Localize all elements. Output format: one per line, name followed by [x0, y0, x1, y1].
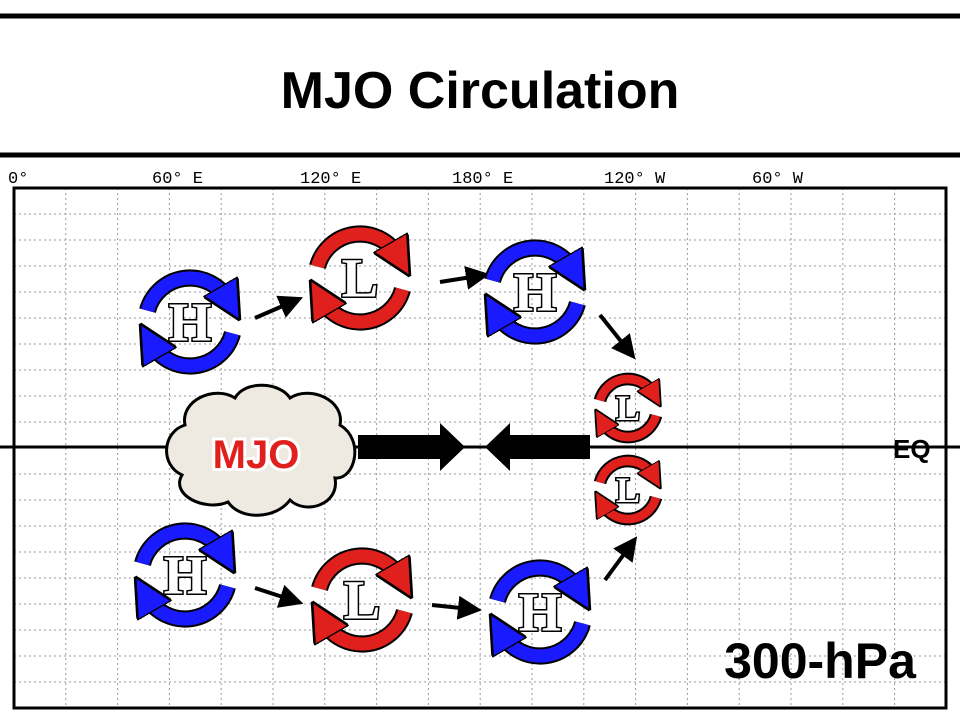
circulation-arc	[595, 374, 653, 400]
circulation-arc	[141, 271, 228, 311]
block-arrow-east	[358, 423, 465, 471]
arrow	[254, 584, 304, 608]
circulation-arc	[147, 586, 234, 626]
longitude-label: 120° E	[300, 170, 361, 189]
longitude-label: 60° W	[752, 170, 804, 189]
circulation-arc	[497, 303, 584, 343]
longitude-label: 180° E	[452, 170, 513, 189]
system-label: H	[514, 261, 557, 322]
system-label: H	[519, 581, 562, 642]
circulation-arc	[486, 241, 573, 281]
system-label: L	[342, 247, 379, 308]
arrow	[439, 266, 490, 290]
arrows	[254, 266, 638, 620]
circulation-arc	[136, 524, 223, 564]
arrow	[598, 313, 636, 360]
cloud-label: MJO	[213, 433, 300, 477]
circulation-arc	[313, 549, 400, 589]
longitude-labels: 0° 60° E 120° E 180° E 120° W 60° W	[8, 170, 804, 189]
circulation-arc	[322, 289, 409, 329]
arrow	[254, 295, 304, 320]
equator-label: EQ	[893, 434, 931, 464]
mjo-cloud: MJO	[165, 383, 357, 517]
circulation-arc	[502, 623, 589, 663]
system-label: H	[169, 291, 212, 352]
circulation-arc	[595, 456, 653, 482]
circulation-arc	[152, 333, 239, 373]
circulations: H L H L L H L H	[136, 225, 663, 665]
arrow	[431, 595, 482, 620]
circulation-arc	[324, 611, 411, 651]
circulation-arc	[491, 561, 578, 601]
system-label: L	[616, 388, 640, 428]
circulation-arc	[603, 498, 661, 524]
longitude-label: 60° E	[152, 170, 203, 189]
cloud-shape	[165, 383, 357, 517]
system-label: H	[164, 544, 207, 605]
longitude-label: 0°	[8, 170, 28, 189]
block-arrow-west	[485, 423, 590, 471]
longitude-label: 120° W	[604, 170, 666, 189]
circulation-arc	[603, 416, 661, 442]
level-label: 300-hPa	[724, 633, 917, 689]
title: MJO Circulation	[281, 62, 680, 120]
arrow	[603, 536, 638, 582]
system-label: L	[616, 470, 640, 510]
system-label: L	[344, 569, 381, 630]
circulation-arc	[311, 227, 398, 267]
